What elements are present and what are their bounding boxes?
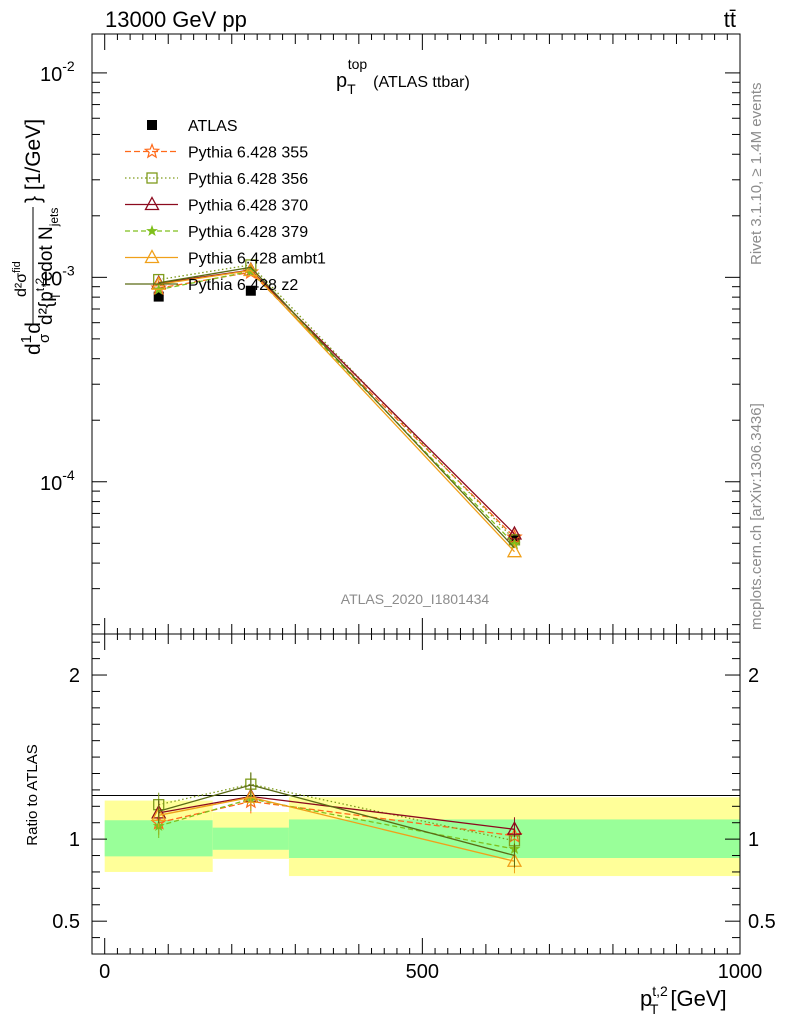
ylabel-denominator: d²{pt,2T cdot Njets <box>33 208 63 325</box>
legend-marker <box>147 120 157 130</box>
ylabel-den-tex: d²{p <box>36 291 57 325</box>
legend-label: Pythia 6.428 379 <box>188 224 308 241</box>
y-tick-label-right: 2 <box>748 665 759 687</box>
title-main: p <box>336 70 347 92</box>
series-4 <box>152 265 521 550</box>
data-point <box>506 543 523 558</box>
xlabel-rest: [GeV] <box>670 986 726 1011</box>
legend-marker <box>146 172 158 184</box>
svg-text:d1σd: d1σd <box>18 322 53 355</box>
legend-item-5: Pythia 6.428 ambt1 <box>125 249 326 268</box>
ratio-y-ticks: 2 2 1 1 0.5 0.5 <box>52 641 776 939</box>
title-rest: (ATLAS ttbar) <box>373 74 470 91</box>
data-point <box>245 285 256 296</box>
ylabel-den-sub: T <box>49 292 63 300</box>
main-y-label: d1σd d²σfid d²{pt,2T cdot Njets } [1/GeV… <box>11 119 63 355</box>
legend-marker <box>144 249 160 264</box>
main-y-ticks: 10-2 10-3 10-4 <box>40 58 740 626</box>
series-line <box>158 266 515 549</box>
legend-label: Pythia 6.428 ambt1 <box>188 251 326 268</box>
legend-item-3: Pythia 6.428 370 <box>125 196 308 215</box>
ylabel-numerator: d²σfid <box>11 261 30 297</box>
ylabel-num-sup: fid <box>11 261 23 273</box>
uncertainty-band-inner <box>212 827 289 850</box>
y-tick-label: 10-4 <box>40 467 75 495</box>
ratio-panel: 2 2 1 1 0.5 0.5 0 500 1000 Ratio to ATLAS pt,2 T… <box>24 633 776 1017</box>
y-tick-label: 1 <box>69 829 80 851</box>
data-point <box>243 262 259 277</box>
x-tick-label: 500 <box>406 961 439 983</box>
mcplots-label: mcplots.cern.ch [arXiv:1306.3436] <box>748 403 765 630</box>
series-line <box>158 264 515 541</box>
series-5 <box>151 262 523 558</box>
legend: ATLAS Pythia 6.428 355 Pythia 6.428 356 Pyt… <box>125 118 326 294</box>
series-line <box>158 270 515 545</box>
y-tick-label-right: 0.5 <box>748 911 776 933</box>
legend-label: ATLAS <box>188 118 238 135</box>
analysis-watermark: ATLAS_2020_I1801434 <box>341 591 490 607</box>
legend-label: Pythia 6.428 z2 <box>188 277 298 294</box>
main-series <box>150 259 523 558</box>
y-tick-label: 10-2 <box>40 58 75 86</box>
legend-marker <box>146 224 158 237</box>
data-point <box>153 291 164 302</box>
ylabel-den-rest-sub: jets <box>47 208 61 228</box>
xlabel-main: p <box>640 986 652 1011</box>
ylabel-frac-den: σ <box>36 333 53 343</box>
main-x-ticks <box>104 34 741 634</box>
series-line <box>158 271 515 538</box>
series-2 <box>153 259 521 546</box>
header-collision: 13000 GeV pp <box>105 7 247 32</box>
legend-item-1: Pythia 6.428 355 <box>125 142 308 162</box>
ratio-bands <box>104 797 740 877</box>
legend-label: Pythia 6.428 370 <box>188 198 308 215</box>
ylabel-num-tex: d²σ <box>13 273 30 297</box>
series-0 <box>153 285 520 544</box>
legend-item-2: Pythia 6.428 356 <box>125 171 308 188</box>
x-tick-label: 1000 <box>718 961 763 983</box>
xlabel-sup: t,2 <box>652 983 668 999</box>
ylabel-frac-num: 1 <box>18 335 35 343</box>
series-6 <box>158 266 515 549</box>
ylabel-den-rest: cdot N <box>36 226 57 286</box>
y-tick-label: 2 <box>69 665 80 687</box>
ratio-point <box>506 820 523 835</box>
ylabel-d: d <box>22 343 45 355</box>
series-1 <box>150 263 523 545</box>
title-sub: T <box>347 81 356 97</box>
ratio-series-5 <box>158 772 515 868</box>
series-line <box>158 269 515 553</box>
series-3 <box>151 261 523 540</box>
legend-item-4: Pythia 6.428 379 <box>125 224 308 241</box>
legend-item-0: ATLAS <box>147 118 238 135</box>
ratio-series <box>150 772 523 874</box>
y-tick-label: 0.5 <box>52 911 80 933</box>
legend-item-6: Pythia 6.428 z2 <box>125 277 298 294</box>
ylabel-den-sup: t,2 <box>33 278 47 292</box>
ylabel-d2: d <box>22 322 45 334</box>
xlabel-sub: T <box>650 1001 659 1017</box>
x-tick-label: 0 <box>99 961 110 983</box>
y-tick-label: 10-3 <box>40 262 75 290</box>
legend-label: Pythia 6.428 355 <box>188 145 308 162</box>
ratio-frame <box>91 633 741 955</box>
chart-title: pTtop (ATLAS ttbar) <box>336 56 470 97</box>
ratio-y-label: Ratio to ATLAS <box>24 744 41 845</box>
ratio-point <box>243 788 259 803</box>
legend-label: Pythia 6.428 356 <box>188 171 308 188</box>
rivet-label: Rivet 3.1.10, ≥ 1.4M events <box>748 83 765 266</box>
y-tick-label-right: 1 <box>748 829 759 851</box>
ratio-x-ticks: 0 500 1000 <box>99 634 762 983</box>
title-sup: top <box>348 56 368 72</box>
data-point <box>151 275 167 290</box>
legend-marker <box>144 196 160 211</box>
legend-marker <box>143 142 161 159</box>
x-axis-label: pt,2 T [GeV] <box>640 983 727 1017</box>
ylabel-unit: } [1/GeV] <box>22 119 45 203</box>
header-process: tt̄ <box>724 7 736 32</box>
main-panel: 10-210-310-4 pTtop(ATLAS ttbar) ATLAS_20… <box>11 33 741 635</box>
